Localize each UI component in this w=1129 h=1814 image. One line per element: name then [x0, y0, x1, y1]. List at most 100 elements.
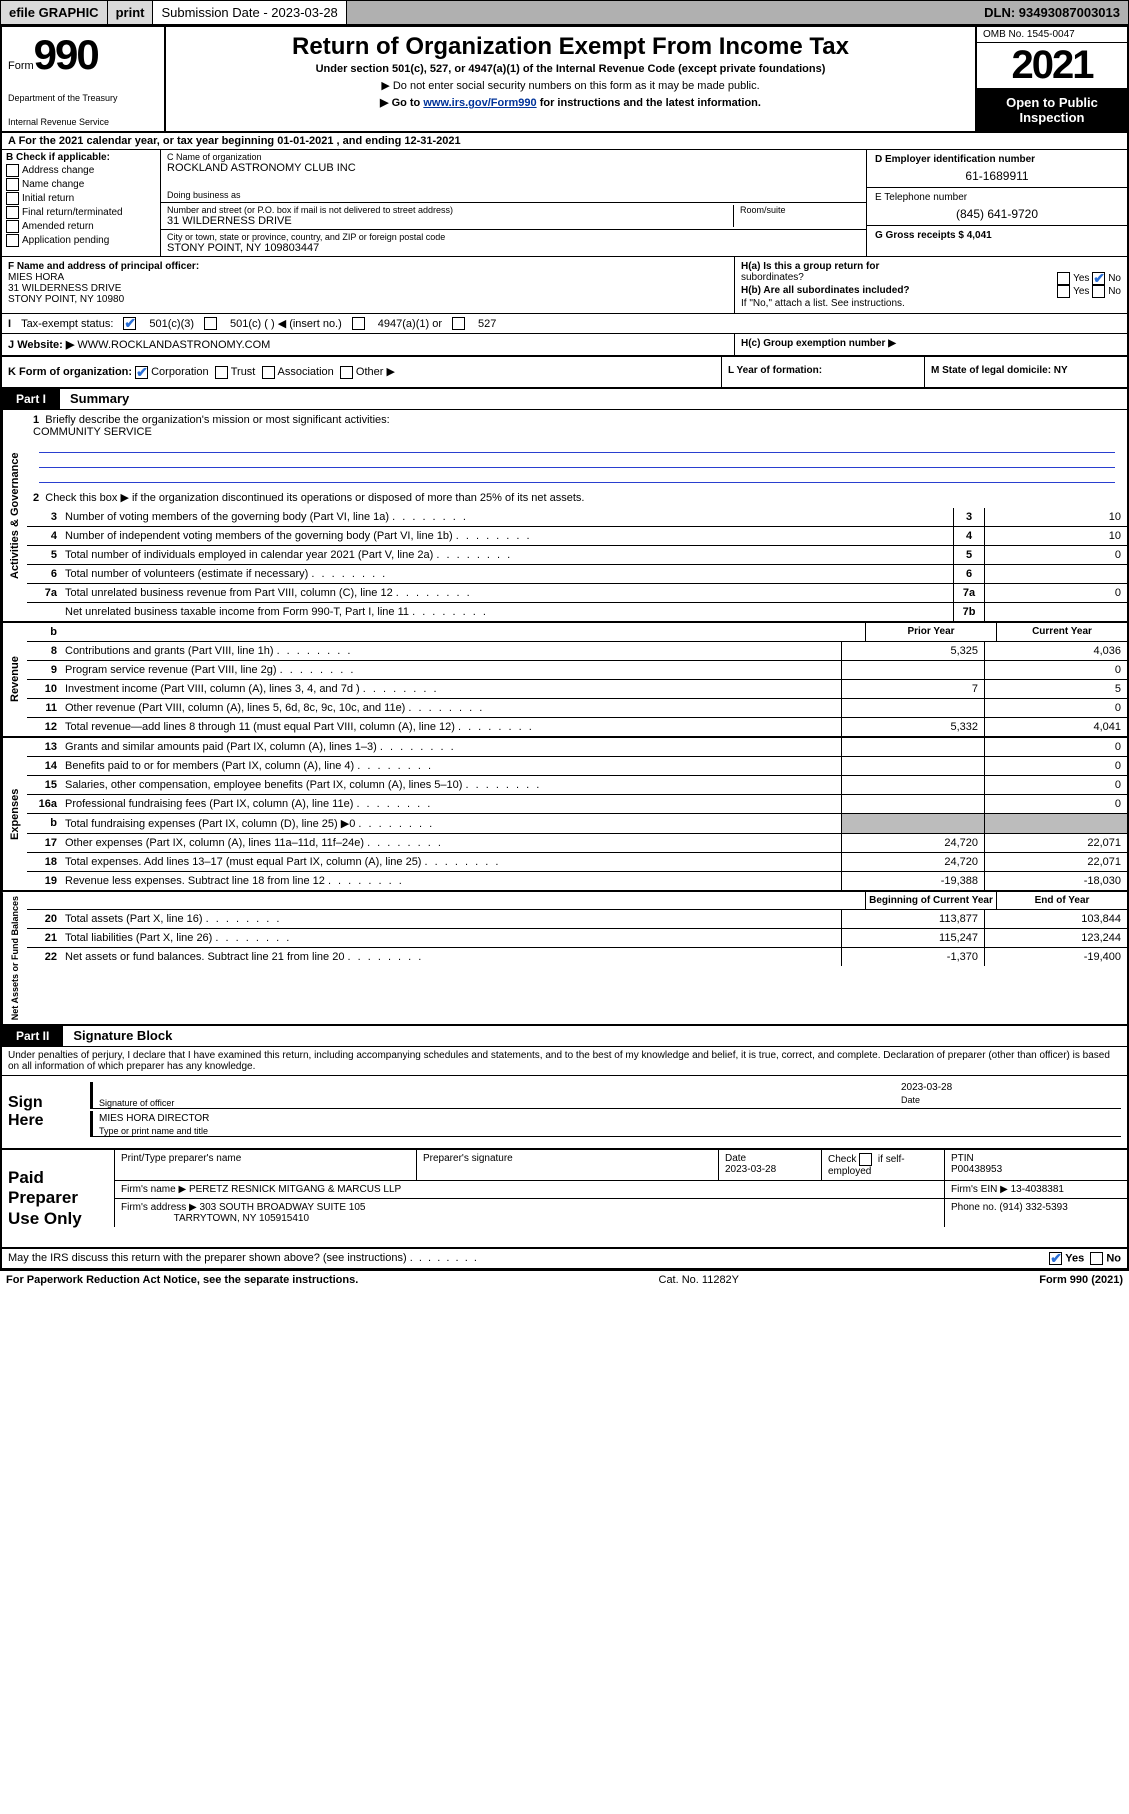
sig-date-label: Date [901, 1095, 1121, 1105]
dept-treasury: Department of the Treasury [8, 93, 158, 103]
check-application-pending[interactable]: Application pending [6, 234, 156, 247]
part-ii-header: Part II Signature Block [2, 1026, 1127, 1047]
row-k-form-org: K Form of organization: Corporation Trus… [2, 357, 1127, 389]
check-527[interactable] [452, 317, 465, 330]
gross-label: G Gross receipts $ [875, 230, 967, 241]
col-begin-year: Beginning of Current Year [865, 892, 996, 909]
vlabel-expenses: Expenses [2, 738, 27, 890]
vlabel-revenue: Revenue [2, 623, 27, 736]
summary-line: 14Benefits paid to or for members (Part … [27, 757, 1127, 776]
state-domicile: M State of legal domicile: NY [931, 365, 1068, 376]
check-trust[interactable] [215, 366, 228, 379]
summary-line: 11Other revenue (Part VIII, column (A), … [27, 699, 1127, 718]
form-word: Form [8, 60, 34, 72]
tax-year: 2021 [977, 43, 1127, 89]
preparer-name-label: Print/Type preparer's name [114, 1150, 416, 1180]
summary-line: 8Contributions and grants (Part VIII, li… [27, 642, 1127, 661]
firm-name: Firm's name ▶ PERETZ RESNICK MITGANG & M… [114, 1181, 944, 1198]
top-toolbar: efile GRAPHIC print Submission Date - 20… [0, 0, 1129, 25]
check-final-return[interactable]: Final return/terminated [6, 206, 156, 219]
check-other[interactable] [340, 366, 353, 379]
omb-number: OMB No. 1545-0047 [977, 27, 1127, 43]
header-center: Return of Organization Exempt From Incom… [166, 27, 975, 131]
part-i-summary: Activities & Governance 1 Briefly descri… [2, 410, 1127, 1026]
ein-value: 61-1689911 [875, 169, 1119, 183]
city-label: City or town, state or province, country… [167, 232, 860, 242]
col-current-year: Current Year [996, 623, 1127, 641]
check-initial-return[interactable]: Initial return [6, 192, 156, 205]
hb-yes-check[interactable] [1057, 285, 1070, 298]
officer-addr1: 31 WILDERNESS DRIVE [8, 283, 121, 294]
officer-name: MIES HORA [8, 272, 64, 283]
street-value: 31 WILDERNESS DRIVE [167, 215, 733, 227]
check-501c3[interactable] [123, 317, 136, 330]
sign-here-block: Sign Here Signature of officer 2023-03-2… [2, 1076, 1127, 1150]
dln-label: DLN: 93493087003013 [976, 1, 1128, 24]
print-button[interactable]: print [108, 1, 154, 24]
summary-line: 18Total expenses. Add lines 13–17 (must … [27, 853, 1127, 872]
section-c-name-address: C Name of organization ROCKLAND ASTRONOM… [161, 150, 866, 256]
paperwork-notice: For Paperwork Reduction Act Notice, see … [6, 1274, 358, 1286]
summary-line: 17Other expenses (Part IX, column (A), l… [27, 834, 1127, 853]
part-ii-title: Signature Block [63, 1028, 172, 1043]
year-formation-label: L Year of formation: [728, 365, 822, 376]
efile-label: efile GRAPHIC [1, 1, 108, 24]
sig-type-label: Type or print name and title [99, 1126, 1121, 1136]
summary-line: 7aTotal unrelated business revenue from … [27, 584, 1127, 603]
sign-here-label: Sign Here [2, 1076, 84, 1148]
col-prior-year: Prior Year [865, 623, 996, 641]
firm-address: Firm's address ▶ 303 SOUTH BROADWAY SUIT… [114, 1199, 944, 1227]
sig-date-value: 2023-03-28 [901, 1082, 952, 1093]
form-note-ssn: ▶ Do not enter social security numbers o… [174, 79, 967, 92]
line-2: 2 Check this box ▶ if the organization d… [27, 487, 1127, 508]
discuss-yes-check[interactable] [1049, 1252, 1062, 1265]
check-association[interactable] [262, 366, 275, 379]
section-h: H(a) Is this a group return for subordin… [734, 257, 1127, 313]
ha-no-check[interactable] [1092, 272, 1105, 285]
summary-line: 22Net assets or fund balances. Subtract … [27, 948, 1127, 966]
row-a-tax-year: A For the 2021 calendar year, or tax yea… [2, 133, 1127, 150]
form-title: Return of Organization Exempt From Incom… [174, 33, 967, 61]
ha-yes-check[interactable] [1057, 272, 1070, 285]
vlabel-governance: Activities & Governance [2, 410, 27, 621]
check-corporation[interactable] [135, 366, 148, 379]
discuss-no-check[interactable] [1090, 1252, 1103, 1265]
summary-line: Net unrelated business taxable income fr… [27, 603, 1127, 621]
open-public: Open to Public Inspection [977, 89, 1127, 131]
discuss-row: May the IRS discuss this return with the… [2, 1249, 1127, 1269]
revenue-header-row: b Prior Year Current Year [27, 623, 1127, 642]
mission-value: COMMUNITY SERVICE [33, 426, 152, 438]
check-amended-return[interactable]: Amended return [6, 220, 156, 233]
hb-note: If "No," attach a list. See instructions… [741, 298, 1121, 309]
part-i-title: Summary [60, 391, 129, 406]
section-d-e-g: D Employer identification number 61-1689… [866, 150, 1127, 256]
paid-preparer-block: Paid Preparer Use Only Print/Type prepar… [2, 1150, 1127, 1249]
part-ii-tab: Part II [2, 1026, 63, 1046]
form-footer: Form 990 (2021) [1039, 1274, 1123, 1286]
org-name-value: ROCKLAND ASTRONOMY CLUB INC [167, 162, 860, 174]
firm-phone: Phone no. (914) 332-5393 [944, 1199, 1127, 1227]
check-address-change[interactable]: Address change [6, 164, 156, 177]
hc-label: H(c) Group exemption number ▶ [741, 338, 896, 349]
summary-line: 3Number of voting members of the governi… [27, 508, 1127, 527]
hb-no-check[interactable] [1092, 285, 1105, 298]
irs-link[interactable]: www.irs.gov/Form990 [423, 97, 536, 109]
room-label: Room/suite [740, 205, 860, 215]
entity-block: B Check if applicable: Address change Na… [2, 150, 1127, 257]
check-self-employed[interactable] [859, 1153, 872, 1166]
section-f-officer: F Name and address of principal officer:… [2, 257, 734, 313]
dba-label: Doing business as [167, 190, 860, 200]
preparer-self-employed: Check if self-employed [821, 1150, 944, 1180]
summary-line: 12Total revenue—add lines 8 through 11 (… [27, 718, 1127, 736]
check-4947[interactable] [352, 317, 365, 330]
phone-label: E Telephone number [875, 192, 1119, 203]
check-501c[interactable] [204, 317, 217, 330]
part-i-tab: Part I [2, 389, 60, 409]
preparer-sig-label: Preparer's signature [416, 1150, 718, 1180]
phone-value: (845) 641-9720 [875, 207, 1119, 221]
row-j-website: J Website: ▶ WWW.ROCKLANDASTRONOMY.COM H… [2, 334, 1127, 357]
row-f-h: F Name and address of principal officer:… [2, 257, 1127, 314]
row-i-status: I Tax-exempt status: 501(c)(3) 501(c) ( … [2, 314, 1127, 334]
summary-line: 10Investment income (Part VIII, column (… [27, 680, 1127, 699]
check-name-change[interactable]: Name change [6, 178, 156, 191]
